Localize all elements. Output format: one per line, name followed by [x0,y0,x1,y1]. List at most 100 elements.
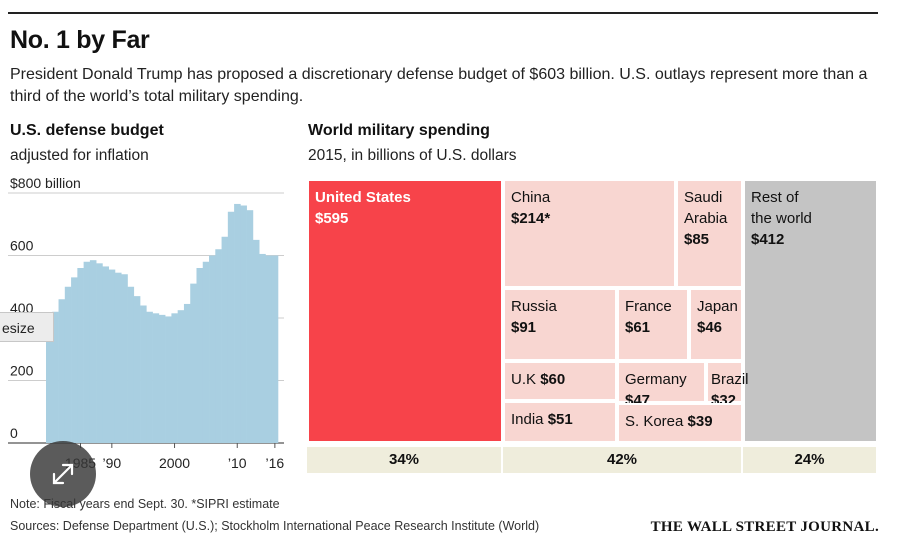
budget-bar [271,255,279,443]
country-name: China [511,189,551,206]
spending-chart-title: World military spending [308,122,490,139]
treemap-cell-label: China $214* [511,187,550,229]
budget-bar [121,274,128,443]
country-name: U.K [511,371,537,388]
country-name: Russia [511,298,557,315]
budget-bar [240,205,247,443]
budget-bar [196,268,204,443]
x-tick-label: ’16 [266,455,285,471]
budget-bar [152,313,160,443]
wsj-logo: THE WALL STREET JOURNAL. [650,519,879,535]
treemap-cell: S. Korea $39 [617,403,743,443]
top-rule [8,12,878,14]
y-tick-label: 200 [10,363,34,379]
treemap-cell: Saudi Arabia $85 [676,179,743,288]
budget-bar [190,283,197,443]
budget-bar [215,249,222,443]
budget-bar [96,263,103,443]
country-name: Brazil [711,371,749,388]
budget-bar [246,210,254,443]
budget-bar [83,261,91,443]
treemap-cell: France $61 [617,288,689,361]
budget-bar [146,311,153,443]
budget-bar [102,266,110,443]
country-name: India [511,411,544,428]
budget-bar [77,268,84,443]
budget-bar [58,299,66,443]
budget-bar [202,261,210,443]
treemap-cell-label: France $61 [625,296,672,338]
budget-bar [89,260,97,443]
country-name: Saudi Arabia [684,189,728,227]
budget-bar [158,314,166,443]
expand-button[interactable] [30,441,96,507]
chart-title: No. 1 by Far [10,26,150,54]
treemap-cell: Russia $91 [503,288,617,361]
treemap-cell-label: Rest of the world $412 [751,187,812,250]
country-value: $46 [697,319,723,336]
budget-bar [133,296,141,443]
y-tick-label: $800 billion [10,175,81,191]
budget-chart-title: U.S. defense budget [10,122,164,139]
treemap-cell-label: India $51 [511,409,573,430]
budget-bar [140,305,147,443]
budget-bar [209,255,216,443]
sources: Sources: Defense Department (U.S.); Stoc… [10,519,540,533]
share-label: 34% [307,447,501,473]
budget-bar [52,311,59,443]
treemap-cell: Germany $47 [617,361,706,409]
treemap-cell: Rest of the world $412 [743,179,878,443]
treemap-cell: U.K $60 [503,361,617,401]
budget-bar [259,253,266,443]
treemap-cell: United States $595 [307,179,503,443]
expand-arrows-icon [52,463,74,485]
budget-bar [64,286,72,443]
country-name: United States [315,189,411,206]
spending-chart-subtitle: 2015, in billions of U.S. dollars [308,147,517,164]
budget-bar [252,239,260,443]
budget-bar [171,313,178,443]
treemap-cell: India $51 [503,401,617,443]
budget-bar [221,236,229,443]
country-value: $91 [511,319,537,336]
country-value: $214* [511,210,551,227]
budget-bar [265,255,273,443]
y-tick-label: 600 [10,238,34,254]
treemap-cell: Japan $46 [689,288,743,361]
budget-bar [46,324,53,443]
country-name: S. Korea [625,413,684,430]
country-name: Rest of the world [751,189,812,227]
country-value: $61 [625,319,651,336]
country-value: $412 [751,231,785,248]
budget-bar [114,272,122,443]
budget-bar [165,316,172,443]
budget-bar [227,211,235,443]
budget-bar [127,286,135,443]
country-name: Germany [625,371,687,388]
budget-bar [71,277,78,443]
share-label: 24% [743,447,876,473]
y-tick-label: 0 [10,425,18,441]
country-name: Japan [697,298,738,315]
budget-bar [234,203,241,443]
country-value: $51 [547,411,573,428]
budget-bar [183,303,191,443]
country-value: $39 [687,413,713,430]
treemap-cell-label: Russia $91 [511,296,557,338]
x-tick-label: 2000 [159,455,190,471]
treemap-cell-label: U.K $60 [511,369,565,390]
treemap-cell-label: United States $595 [315,187,411,229]
treemap-cell-label: Japan $46 [697,296,738,338]
country-name: France [625,298,672,315]
country-value: $85 [684,231,710,248]
resize-tab[interactable]: esize [0,312,54,342]
treemap-cell-label: S. Korea $39 [625,411,713,432]
share-label: 42% [503,447,741,473]
x-tick-label: ’90 [102,455,121,471]
x-tick-label: ’10 [228,455,247,471]
treemap-cell: China $214* [503,179,676,288]
country-value: $60 [540,371,566,388]
treemap-cell: Brazil $32 [706,361,749,409]
chart-subtitle: President Donald Trump has proposed a di… [10,66,868,105]
